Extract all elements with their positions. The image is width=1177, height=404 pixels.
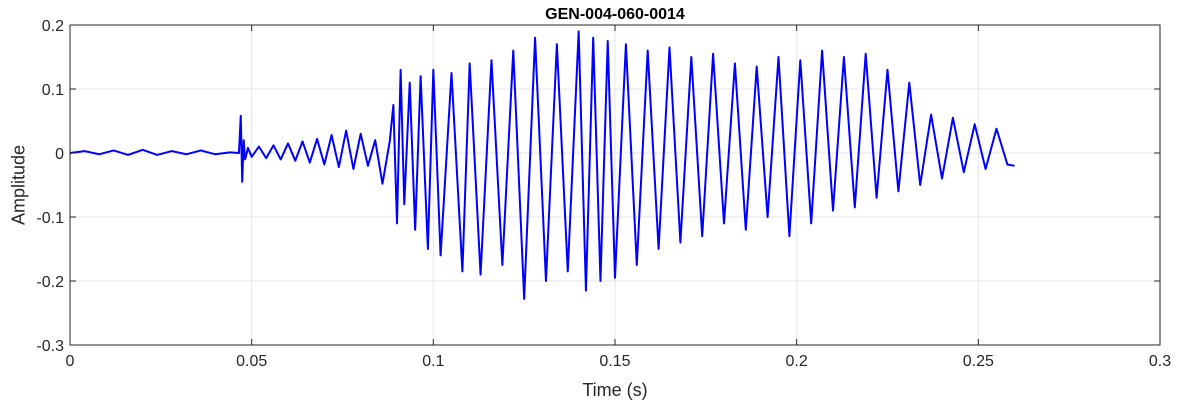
x-axis-label: Time (s) [582, 380, 647, 400]
y-tick-label: -0.2 [36, 274, 64, 291]
y-tick-label: 0.1 [42, 82, 64, 99]
series-line-0 [69, 30, 1015, 300]
y-tick-label: -0.3 [36, 338, 64, 355]
chart-title: GEN-004-060-0014 [545, 6, 685, 23]
x-tick-label: 0.15 [599, 353, 630, 370]
y-axis-ticks: -0.3 -0.2 -0.1 0 0.1 0.2 [36, 18, 1160, 355]
x-tick-label: 0 [66, 353, 75, 370]
y-axis-label: Amplitude [8, 145, 28, 225]
y-tick-label: 0.2 [42, 18, 64, 35]
x-tick-label: 0.2 [786, 353, 808, 370]
y-tick-label: 0 [55, 146, 64, 163]
x-axis-ticks: 0 0.05 0.1 0.15 0.2 0.25 0.3 [66, 25, 1171, 370]
x-tick-label: 0.1 [422, 353, 444, 370]
x-tick-label: 0.25 [963, 353, 994, 370]
x-tick-label: 0.3 [1149, 353, 1171, 370]
x-tick-label: 0.05 [236, 353, 267, 370]
y-tick-label: -0.1 [36, 210, 64, 227]
series-layer [69, 30, 1015, 300]
